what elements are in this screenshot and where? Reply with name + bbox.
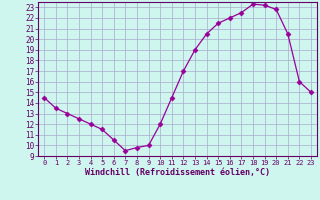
- X-axis label: Windchill (Refroidissement éolien,°C): Windchill (Refroidissement éolien,°C): [85, 168, 270, 177]
